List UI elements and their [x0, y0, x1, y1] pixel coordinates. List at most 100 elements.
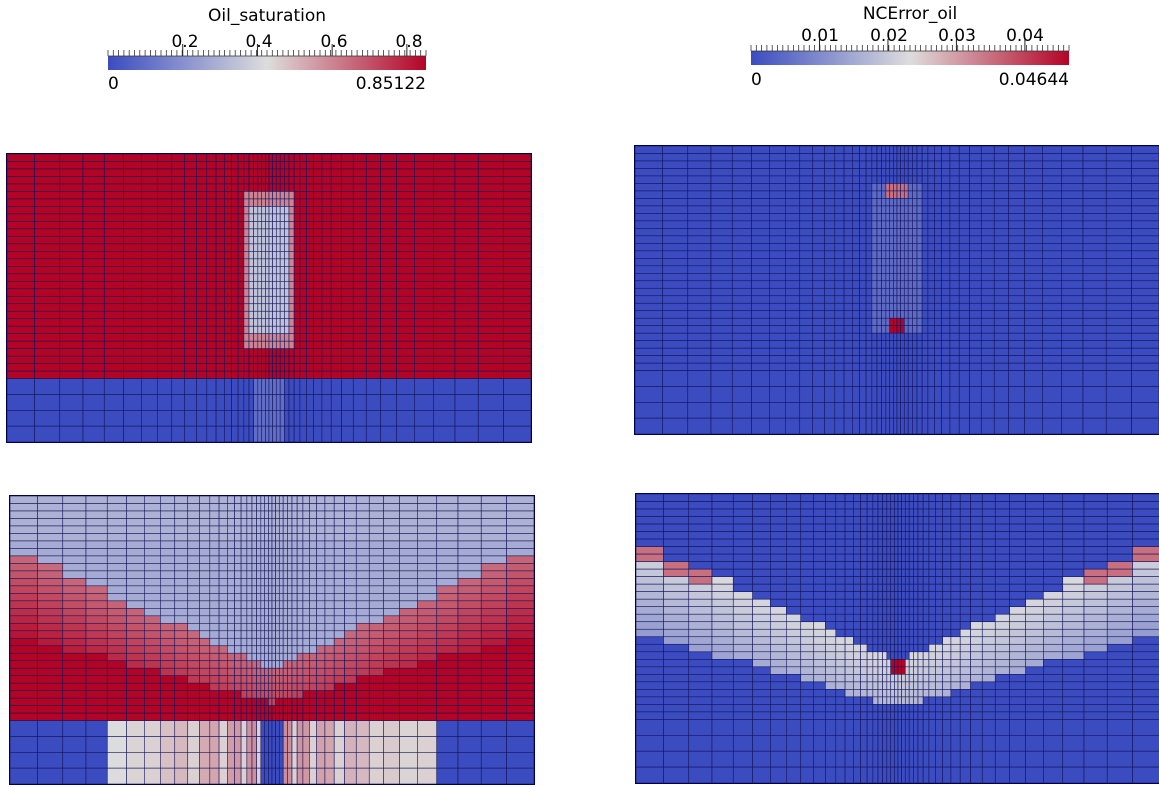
heatmap-cell [231, 295, 239, 305]
heatmap-cell [309, 510, 317, 519]
heatmap-cell [812, 417, 825, 434]
heatmap-cell [333, 548, 345, 557]
heatmap-cell [171, 273, 186, 282]
heatmap-cell [174, 682, 189, 691]
heatmap-cell [993, 190, 1009, 199]
heatmap-cell [287, 525, 293, 534]
heatmap-cell [1042, 213, 1063, 222]
heatmap-cell [227, 563, 235, 572]
heatmap-cell [59, 318, 84, 327]
heatmap-cell [853, 508, 861, 517]
heatmap-cell [785, 183, 801, 192]
heatmap-cell [436, 593, 459, 602]
heatmap-cell [240, 585, 248, 594]
heatmap-cell [302, 630, 310, 639]
heatmap-cell [889, 370, 894, 387]
heatmap-cell [903, 190, 909, 199]
heatmap-cell [506, 615, 534, 624]
heatmap-cell [903, 332, 909, 341]
heatmap-cell [903, 168, 909, 177]
heatmap-cell [243, 363, 250, 372]
heatmap-cell [1061, 168, 1084, 177]
heatmap-cell [85, 615, 108, 624]
heatmap-cell [894, 501, 899, 510]
heatmap-cell [59, 340, 84, 349]
heatmap-cell [103, 303, 124, 312]
heatmap-cell [635, 258, 663, 267]
heatmap-cell [949, 258, 960, 267]
heatmap-cell [309, 578, 317, 587]
heatmap-cell [59, 280, 84, 290]
heatmap-cell [313, 295, 323, 305]
heatmap-cell [770, 508, 787, 517]
heatmap-cell [871, 153, 878, 162]
heatmap-cell [187, 518, 200, 527]
heatmap-cell [234, 752, 242, 769]
heatmap-cell [912, 258, 918, 267]
heatmap-cell [344, 690, 357, 699]
heatmap-cell [843, 347, 853, 356]
heatmap-cell [10, 540, 38, 549]
heatmap-cell [296, 720, 304, 737]
heatmap-cell [174, 637, 189, 647]
heatmap-cell [187, 503, 200, 512]
heatmap-cell [921, 347, 929, 356]
colorbar-min-label: 0 [751, 70, 762, 90]
heatmap-cell [243, 333, 250, 342]
heatmap-cell [414, 378, 435, 395]
heatmap-cell [37, 630, 64, 639]
heatmap-cell [635, 183, 663, 192]
heatmap-cell [1024, 386, 1043, 403]
heatmap-cell [824, 160, 836, 169]
heatmap-cell [302, 667, 310, 677]
heatmap-cell [897, 538, 902, 547]
heatmap-cell [1082, 213, 1107, 222]
heatmap-cell [731, 325, 752, 334]
heatmap-cell [921, 355, 929, 364]
heatmap-cell [34, 228, 61, 237]
heatmap-cell [174, 608, 189, 617]
heatmap-cell [882, 538, 888, 547]
heatmap-cell [264, 667, 269, 677]
heatmap-cell [900, 198, 905, 207]
heatmap-cell [251, 570, 257, 579]
heatmap-cell [10, 510, 38, 519]
heatmap-cell [224, 243, 232, 252]
heatmap-cell [246, 540, 253, 549]
heatmap-cell [635, 250, 663, 259]
heatmap-cell [417, 720, 438, 737]
heatmap-cell [187, 752, 200, 769]
heatmap-cell [897, 508, 902, 517]
heatmap-cell [272, 266, 277, 275]
heatmap-cell [278, 622, 284, 632]
heatmap-cell [344, 555, 357, 564]
heatmap-cell [980, 228, 995, 237]
heatmap-cell [917, 538, 924, 547]
heatmap-cell [786, 531, 802, 540]
heatmap-cell [157, 228, 173, 237]
heatmap-cell [503, 161, 531, 170]
heatmap-cell [980, 347, 995, 356]
heatmap-cell [852, 198, 860, 207]
heatmap-cell [917, 508, 924, 517]
heatmap-cell [436, 563, 459, 572]
heatmap-cell [330, 213, 342, 222]
heatmap-cell [934, 168, 942, 177]
heatmap-cell [710, 183, 733, 192]
heatmap-cell [275, 340, 281, 349]
heatmap-cell [751, 332, 770, 341]
heatmap-cell [927, 417, 935, 434]
heatmap-cell [224, 176, 232, 185]
heatmap-cell [687, 317, 712, 327]
heatmap-cell [916, 235, 923, 244]
heatmap-cell [813, 538, 826, 547]
heatmap-cell [852, 402, 860, 419]
heatmap-cell [256, 570, 262, 579]
heatmap-cell [293, 161, 301, 170]
heatmap-cell [889, 302, 894, 312]
heatmap-cell [82, 378, 105, 395]
heatmap-cell [1082, 205, 1107, 214]
heatmap-cell [799, 347, 814, 356]
heatmap-cell [275, 660, 280, 669]
heatmap-cell [934, 228, 942, 237]
